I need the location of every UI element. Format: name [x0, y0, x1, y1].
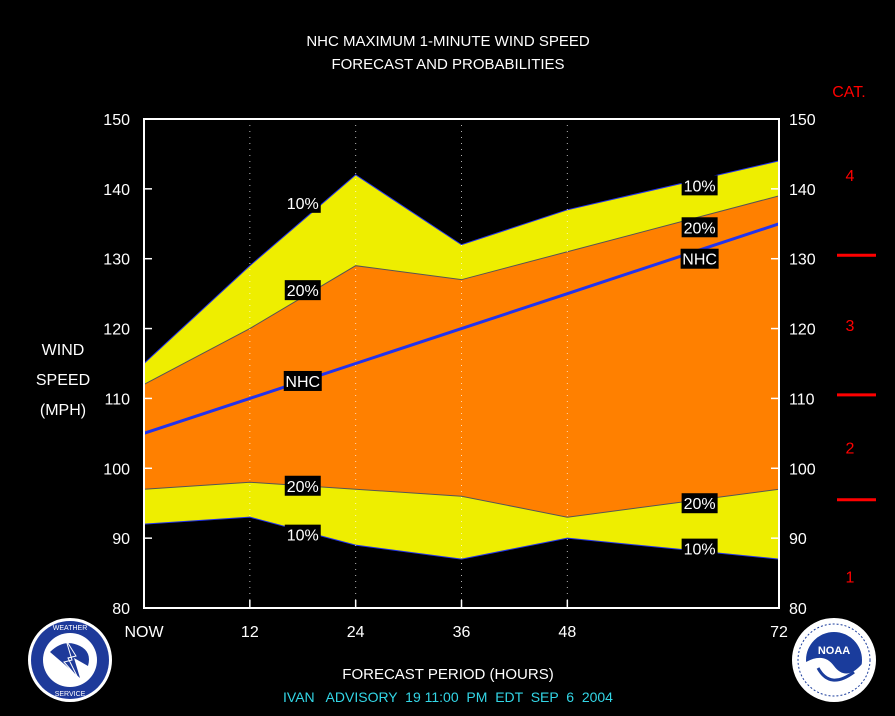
- category-label: 2: [846, 440, 855, 457]
- x-tick-label: 48: [558, 624, 576, 641]
- annotation-label: NHC: [682, 252, 717, 269]
- annotation-box: [681, 493, 718, 514]
- annotation-box: [680, 248, 719, 269]
- x-tick-label: 12: [241, 624, 259, 641]
- y-tick-label-right: 120: [789, 322, 816, 339]
- x-tick-label: 36: [453, 624, 471, 641]
- y-axis-label-line3: (MPH): [40, 402, 86, 419]
- advisory-line: IVAN ADVISORY 19 11:00 PM EDT SEP 6 2004: [283, 689, 613, 705]
- annotation-label: 20%: [287, 283, 319, 300]
- series-upper-10-line: [143, 160, 780, 364]
- x-tick-label: NOW: [124, 624, 164, 641]
- annotation-box: [284, 475, 321, 496]
- chart-title: NHC MAXIMUM 1-MINUTE WIND SPEED: [306, 33, 590, 50]
- y-tick-label: 80: [112, 601, 130, 618]
- x-axis-label: FORECAST PERIOD (HOURS): [342, 666, 553, 683]
- annotation-box: [681, 217, 718, 238]
- svg-text:SERVICE: SERVICE: [55, 691, 86, 698]
- annotation-label: 20%: [684, 220, 716, 237]
- series-nhc-line: [143, 222, 780, 435]
- category-label: 4: [846, 168, 855, 185]
- category-heading: CAT.: [832, 84, 865, 101]
- svg-text:WEATHER: WEATHER: [53, 625, 87, 632]
- series-upper-20-line: [143, 195, 780, 385]
- y-tick-label-right: 100: [789, 461, 816, 478]
- y-tick-label-right: 80: [789, 601, 807, 618]
- y-tick-label-right: 130: [789, 252, 816, 269]
- series-lower-10-line: [143, 516, 780, 560]
- annotation-label: 10%: [287, 528, 319, 545]
- chart-subtitle: FORECAST AND PROBABILITIES: [331, 56, 564, 73]
- y-tick-label: 130: [103, 252, 130, 269]
- category-scale: CAT. 4 3 2 1: [832, 84, 876, 587]
- x-tick-label: 24: [347, 624, 365, 641]
- annotation-box: [283, 370, 322, 391]
- y-tick-label: 90: [112, 531, 130, 548]
- annotation-box: [681, 538, 718, 559]
- annotation-box: [681, 175, 718, 196]
- noaa-logo: NOAA: [792, 618, 876, 702]
- annotation-label: 20%: [684, 496, 716, 513]
- x-tick-label: 72: [770, 624, 788, 641]
- y-tick-label: 120: [103, 322, 130, 339]
- category-label: 3: [846, 318, 855, 335]
- annotation-label: 10%: [287, 196, 319, 213]
- y-axis-label-line1: WIND: [42, 342, 85, 359]
- annotation-box: [284, 524, 321, 545]
- annotation-label: 10%: [684, 542, 716, 559]
- annotations: 10% 20% NHC 20% 10% 10% 20% NHC 20% 10%: [283, 175, 719, 559]
- svg-text:NOAA: NOAA: [818, 645, 850, 657]
- y-tick-label-right: 150: [789, 112, 816, 129]
- y-tick-label: 110: [104, 391, 130, 408]
- annotation-box: [284, 280, 321, 301]
- annotation-label: NHC: [285, 374, 320, 391]
- y-axis-label-line2: SPEED: [36, 372, 90, 389]
- nws-logo: WEATHER SERVICE: [28, 618, 112, 702]
- y-tick-label-right: 140: [789, 182, 816, 199]
- plot-area: [143, 119, 780, 608]
- y-tick-label-right: 110: [789, 391, 815, 408]
- axes: 150 150 140 140 130 130 120 120 110 110 100 100 90 90…: [103, 112, 816, 641]
- y-tick-label: 140: [103, 182, 130, 199]
- annotation-label: 10%: [684, 178, 716, 195]
- annotation-label: 20%: [287, 479, 319, 496]
- y-tick-label-right: 90: [789, 531, 807, 548]
- y-tick-label: 150: [103, 112, 130, 129]
- series-lower-20-line: [143, 481, 780, 518]
- annotation-box: [284, 192, 321, 213]
- category-label: 1: [846, 570, 855, 587]
- y-tick-label: 100: [103, 461, 130, 478]
